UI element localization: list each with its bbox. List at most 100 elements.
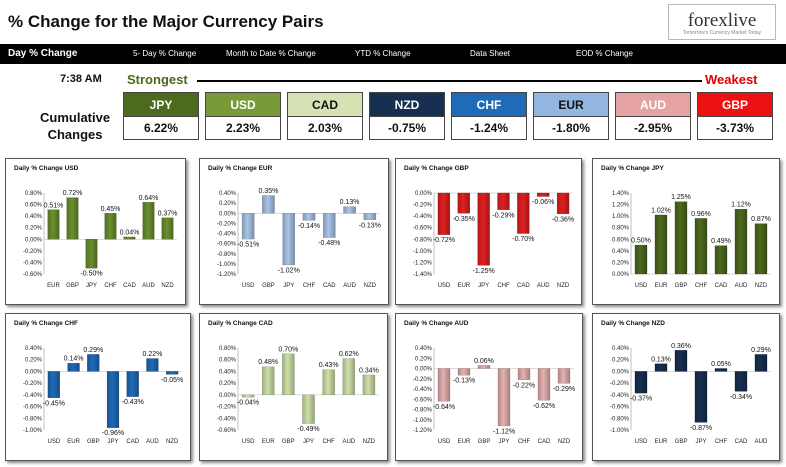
nav-day-change[interactable]: Day % Change [8, 48, 78, 59]
x-category-label: GBP [262, 283, 275, 289]
strongest-label: Strongest [127, 72, 188, 87]
chart-panel-nzd: Daily % Change NZD 0.40% 0.20% 0.00% -0.20% -… [592, 313, 780, 461]
chart-chf: 0.40% 0.20% 0.00% -0.20% -0.40% -0.60% -0.80% -… [23, 346, 183, 445]
bar [47, 371, 60, 398]
y-tick-label: 0.20% [415, 356, 433, 362]
cumulative-tile-aud: AUD -2.95% [615, 92, 691, 140]
data-label: -0.34% [730, 394, 752, 401]
cumulative-value: -3.73% [715, 121, 755, 135]
cumulative-label-line1: Cumulative [40, 110, 111, 125]
currency-code: GBP [698, 93, 772, 117]
bar [556, 192, 570, 214]
y-tick-label: -0.40% [23, 393, 43, 399]
x-category-label: EUR [458, 439, 471, 445]
x-category-label: NZD [161, 283, 174, 289]
y-tick-label: -0.20% [217, 405, 237, 411]
bar [497, 192, 510, 210]
x-category-label: CAD [517, 283, 530, 289]
y-tick-label: 0.80% [612, 226, 630, 232]
y-tick-label: -0.80% [217, 252, 237, 258]
y-tick-label: 0.60% [25, 203, 43, 209]
data-label: -0.51% [237, 242, 259, 249]
x-category-label: CAD [538, 439, 551, 445]
data-label: 0.22% [142, 351, 162, 358]
nav-data-sheet[interactable]: Data Sheet [470, 49, 511, 58]
y-tick-label: -1.00% [413, 418, 433, 424]
x-category-label: USD [635, 439, 648, 445]
forexlive-logo[interactable]: forexlive Tomorrow's Currency Market Tod… [668, 4, 776, 40]
bar [714, 368, 728, 372]
x-category-label: CHF [322, 439, 335, 445]
y-tick-label: 0.00% [219, 211, 237, 217]
bar [161, 217, 174, 240]
bar [126, 371, 139, 397]
x-category-label: EUR [655, 439, 668, 445]
y-tick-label: 0.40% [25, 346, 43, 352]
data-label: 0.43% [319, 362, 339, 369]
chart-nzd: 0.40% 0.20% 0.00% -0.20% -0.40% -0.60% -0.80% -… [610, 343, 771, 445]
nav-eod-change[interactable]: EOD % Change [576, 49, 633, 58]
data-label: -0.13% [453, 378, 475, 385]
cumulative-value: 6.22% [143, 121, 179, 135]
nav-ytd-change[interactable]: YTD % Change [355, 49, 411, 58]
bar [457, 192, 470, 214]
data-label: -0.70% [512, 236, 534, 243]
bar [517, 368, 531, 380]
data-label: 0.35% [258, 188, 278, 195]
y-tick-label: -0.20% [23, 249, 43, 255]
cumulative-tile-usd: USD 2.23% [205, 92, 281, 140]
x-category-label: AUD [343, 283, 356, 289]
x-category-label: EUR [457, 283, 470, 289]
data-label: 0.72% [63, 190, 83, 197]
data-label: 0.87% [751, 216, 771, 223]
y-tick-label: -0.80% [413, 237, 433, 243]
bar [241, 394, 255, 398]
data-label: -0.35% [453, 216, 475, 223]
nav-month-to-date[interactable]: Month to Date % Change [226, 49, 316, 58]
x-category-label: NZD [557, 283, 570, 289]
chart-title: Daily % Change AUD [404, 320, 469, 327]
logo-wordmark: forexlive [687, 10, 757, 31]
cumulative-tile-gbp: GBP -3.73% [697, 92, 773, 140]
data-label: 0.70% [278, 346, 298, 353]
data-label: -0.37% [630, 396, 652, 403]
data-label: -0.62% [533, 403, 555, 410]
bar [282, 213, 295, 266]
currency-code: JPY [124, 93, 198, 117]
x-category-label: GBP [282, 439, 295, 445]
data-label: -0.22% [513, 382, 535, 389]
y-tick-label: -0.40% [610, 393, 630, 399]
currency-code: NZD [370, 93, 444, 117]
data-label: 0.62% [339, 351, 359, 358]
data-label: -0.43% [122, 399, 144, 406]
page-title: % Change for the Major Currency Pairs [8, 12, 324, 31]
data-label: -0.50% [80, 271, 102, 278]
data-label: 0.05% [711, 361, 731, 368]
y-tick-label: -0.80% [23, 416, 43, 422]
y-tick-label: 0.20% [612, 260, 630, 266]
bar [241, 213, 255, 240]
data-label: -0.96% [102, 430, 124, 437]
bar [146, 358, 159, 372]
x-category-label: AUD [146, 439, 159, 445]
y-tick-label: -1.20% [413, 260, 433, 266]
bar [363, 213, 377, 220]
chart-title: Daily % Change GBP [404, 165, 469, 172]
x-category-label: GBP [478, 439, 491, 445]
cumulative-value: -1.80% [551, 121, 591, 135]
x-category-label: EUR [47, 283, 60, 289]
y-tick-label: 1.40% [612, 191, 630, 197]
cumulative-tile-eur: EUR -1.80% [533, 92, 609, 140]
x-category-label: CAD [323, 283, 336, 289]
bar [142, 202, 155, 240]
currency-code: AUD [616, 93, 690, 117]
x-category-label: CHF [715, 439, 728, 445]
nav-5day-change[interactable]: 5- Day % Change [133, 49, 197, 58]
y-tick-label: -1.40% [413, 272, 433, 278]
bar [634, 371, 648, 394]
y-tick-label: 0.80% [25, 191, 43, 197]
chart-jpy: 1.40% 1.20% 1.00% 0.80% 0.60% 0.40% 0.20% 0.00%… [612, 191, 771, 289]
y-tick-label: 0.40% [219, 191, 237, 197]
data-label: -0.29% [553, 386, 575, 393]
data-label: -0.45% [43, 400, 65, 407]
